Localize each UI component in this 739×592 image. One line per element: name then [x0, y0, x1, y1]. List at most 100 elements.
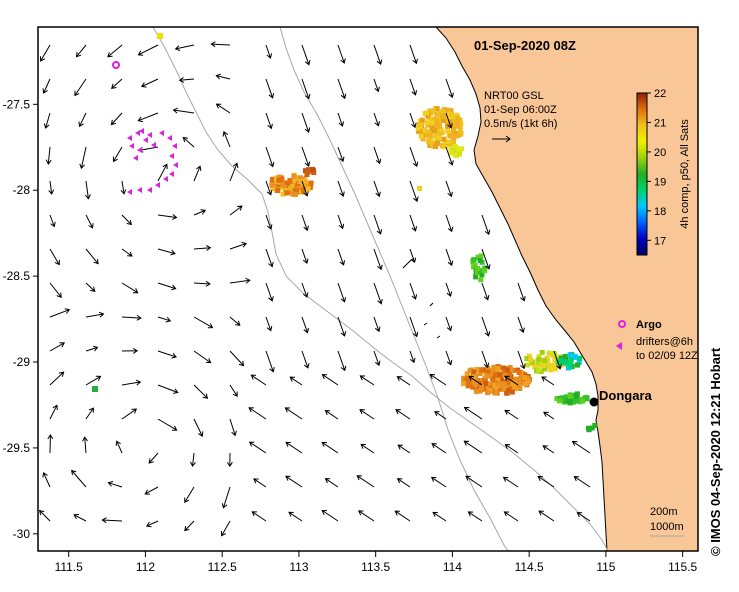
dongara-marker: Dongara: [589, 388, 653, 407]
drifter-marker: [172, 143, 177, 149]
sst-pixel: [449, 140, 455, 145]
sst-pixel: [436, 111, 441, 117]
sst-pixel: [439, 114, 445, 120]
sst-pixel: [290, 191, 296, 197]
drifter-marker: [147, 187, 152, 193]
sst-pixel: [305, 186, 311, 192]
current-arrow: [253, 478, 267, 488]
sst-pixel: [458, 146, 464, 152]
sst-pixel: [492, 386, 498, 391]
drifter-marker: [129, 143, 134, 149]
y-tick-label: -28: [13, 183, 31, 197]
current-arrow: [265, 78, 275, 99]
sst-pixel: [542, 357, 548, 363]
sst-pixel: [555, 357, 561, 363]
sst-pixel: [547, 367, 553, 373]
current-arrow: [321, 441, 339, 454]
sst-pixel: [476, 381, 482, 387]
sst-pixel: [157, 33, 163, 39]
current-arrow: [220, 520, 231, 537]
sst-pixel: [532, 364, 538, 370]
current-arrow: [463, 406, 483, 420]
sst-pixel: [567, 352, 573, 358]
sst-pixel: [416, 121, 422, 127]
sst-pixel: [471, 257, 477, 263]
dongara-dot: [589, 397, 599, 407]
sst-pixel: [445, 128, 451, 134]
x-axis: 111.5 112 112.5 113 113.5 114 114.5 115 115.5: [55, 551, 698, 574]
contour-legend-200m: 200m: [650, 506, 678, 518]
current-arrow: [42, 471, 51, 488]
sst-pixel: [269, 182, 275, 188]
sst-pixel: [458, 130, 464, 136]
sst-pixel: [448, 150, 454, 156]
current-arrow: [43, 112, 51, 129]
current-arrow: [409, 282, 418, 300]
current-arrow: [356, 475, 375, 488]
current-arrow: [82, 436, 88, 454]
current-arrow: [301, 214, 309, 232]
current-arrow: [445, 180, 453, 198]
sst-pixel: [478, 253, 484, 259]
current-arrow: [85, 248, 99, 265]
current-arrow: [265, 350, 275, 373]
current-arrow: [49, 308, 71, 318]
current-arrow: [74, 78, 87, 97]
sst-pixel: [284, 190, 290, 196]
current-arrow: [229, 316, 241, 326]
sst-pixel: [545, 362, 551, 368]
current-arrow: [571, 440, 591, 454]
current-arrow: [373, 316, 381, 333]
sst-pixel: [461, 381, 467, 387]
sst-pixel: [499, 377, 505, 383]
current-arrow: [481, 282, 490, 301]
current-arrow: [107, 481, 123, 488]
sst-pixel: [509, 389, 515, 395]
sst-pixel: [451, 128, 456, 134]
sst-pixel: [536, 356, 542, 362]
drifter-marker: [159, 130, 164, 136]
sst-pixel: [439, 130, 445, 136]
sst-pixel: [474, 367, 480, 372]
current-arrow: [85, 311, 105, 318]
sst-pixel: [503, 372, 509, 378]
sst-pixel: [310, 166, 315, 172]
sst-pixel: [472, 262, 478, 268]
sst-pixel: [297, 175, 302, 181]
current-arrow: [324, 478, 339, 488]
sst-pixel: [424, 110, 429, 116]
sst-pixel: [425, 130, 431, 135]
contour-legend: 200m 1000m: [650, 506, 684, 537]
y-tick-label: -27.5: [3, 97, 31, 111]
sst-pixel: [526, 379, 531, 385]
colorbar: 17 18 19 20 21 22 4h comp, p50, All Sats: [636, 88, 691, 256]
current-arrow: [193, 350, 212, 364]
current-arrow: [543, 411, 555, 420]
current-arrow: [409, 214, 418, 232]
current-arrow: [337, 316, 347, 337]
sst-pixel: [558, 358, 564, 364]
sst-pixel: [269, 177, 275, 183]
sst-pixel: [469, 379, 475, 385]
current-arrow: [373, 78, 380, 93]
current-arrow: [517, 350, 526, 370]
current-key-line2: 01-Sep 06:00Z: [484, 104, 557, 116]
sst-pixel: [466, 380, 472, 386]
y-tick-label: -30: [13, 527, 31, 541]
current-arrow: [481, 214, 491, 236]
current-arrow: [337, 350, 347, 372]
current-arrow: [409, 316, 419, 338]
current-arrow: [467, 511, 483, 522]
drifter-marker: [127, 189, 132, 195]
sst-pixel: [429, 125, 435, 131]
x-tick-label: 112.5: [208, 560, 237, 574]
current-arrow: [445, 350, 453, 366]
current-arrow: [137, 44, 159, 56]
sst-pixel: [485, 369, 491, 375]
colorbar-tick-label: 18: [654, 206, 666, 218]
current-arrow: [409, 248, 417, 264]
sst-pixel: [452, 143, 458, 149]
current-arrow: [182, 136, 195, 148]
current-arrow: [445, 214, 454, 233]
current-arrow: [184, 520, 195, 532]
